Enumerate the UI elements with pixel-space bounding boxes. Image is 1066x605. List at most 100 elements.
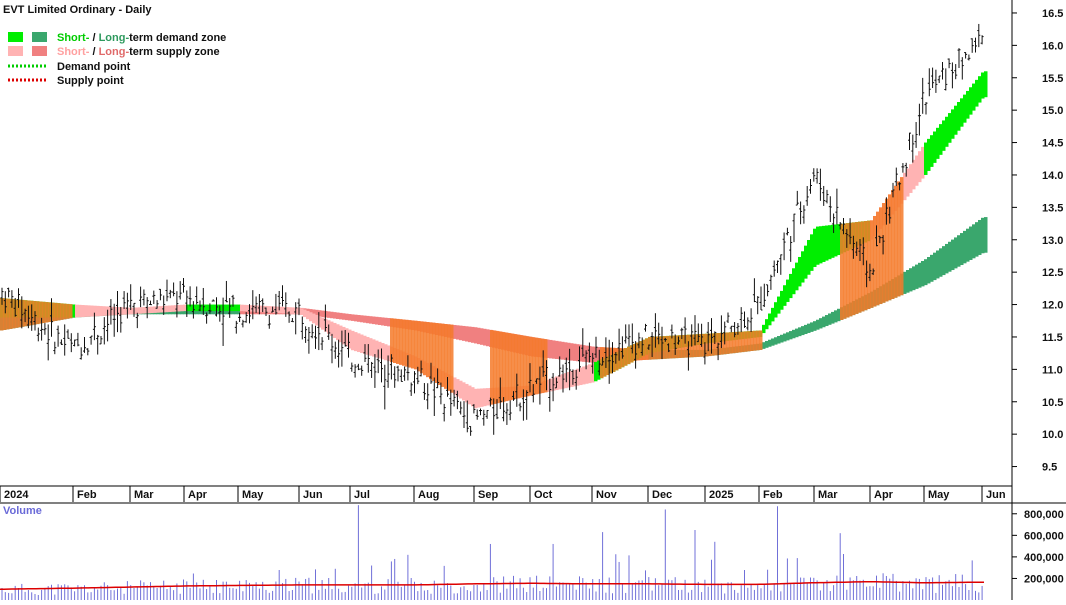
price-bar <box>231 294 235 307</box>
crossover-zone-strip <box>63 303 67 320</box>
price-bar <box>373 354 377 388</box>
price-bar <box>76 332 80 347</box>
long-term-zone-strip <box>351 314 355 321</box>
price-bar <box>947 58 951 69</box>
legend-supply-short-word: Short- <box>57 46 90 58</box>
price-bar <box>399 369 403 382</box>
short-term-zone-strip <box>936 127 940 159</box>
price-bar <box>908 132 911 150</box>
crossover-zone-strip <box>18 299 22 328</box>
long-term-zone-strip <box>582 345 586 362</box>
short-term-zone-strip <box>336 324 340 341</box>
long-term-zone-strip <box>330 311 334 319</box>
long-term-zone-strip <box>462 325 466 341</box>
long-term-zone-strip <box>372 316 376 325</box>
price-tick-label: 14.0 <box>1042 170 1063 182</box>
price-bar <box>40 317 44 341</box>
price-bar <box>158 288 162 301</box>
price-bar <box>261 298 265 313</box>
crossover-zone-strip <box>618 348 622 369</box>
short-term-zone-strip <box>480 388 484 407</box>
volume-tick-label: 200,000 <box>1024 573 1064 585</box>
short-term-zone-strip <box>300 308 304 315</box>
short-term-zone-strip <box>252 305 256 312</box>
price-bar <box>604 337 608 368</box>
price-bar <box>386 355 390 388</box>
long-term-zone-strip <box>807 323 811 333</box>
short-term-zone-strip <box>288 307 292 314</box>
crossover-zone-strip <box>600 347 604 379</box>
price-bar <box>376 349 380 374</box>
short-term-zone-strip <box>837 224 841 256</box>
price-bar <box>3 291 7 314</box>
price-bar <box>974 37 977 53</box>
crossover-zone-strip <box>493 330 497 404</box>
crossover-zone-strip <box>511 333 515 400</box>
short-term-zone-strip <box>810 234 814 271</box>
volume-bars-layer <box>1 505 983 600</box>
short-term-zone-strip <box>267 306 271 313</box>
price-bar <box>224 280 228 303</box>
price-bar <box>175 291 179 318</box>
price-bar <box>921 77 925 114</box>
short-term-zone-strip <box>87 305 91 317</box>
price-bar <box>13 297 17 317</box>
price-bar <box>89 335 93 345</box>
crossover-zone-strip <box>505 332 509 402</box>
price-bar <box>597 349 601 376</box>
price-bar <box>172 282 176 297</box>
price-bar <box>723 321 727 345</box>
price-bar <box>287 311 291 323</box>
legend-demand-slash: / <box>89 32 98 44</box>
long-term-zone-strip <box>579 344 583 362</box>
crossover-zone-strip <box>417 321 421 372</box>
price-bar <box>670 324 674 339</box>
price-bar <box>756 296 760 315</box>
short-term-zone-strip <box>360 334 364 353</box>
price-bar <box>66 329 70 339</box>
crossover-zone-strip <box>517 334 521 399</box>
long-term-zone-strip <box>465 326 469 342</box>
legend: Short- / Long-term demand zone Short- / … <box>8 32 226 87</box>
long-term-zone-strip <box>915 264 919 289</box>
price-bar <box>422 383 426 400</box>
price-bar <box>624 324 628 344</box>
price-bar <box>426 383 430 410</box>
crossover-zone-strip <box>708 333 712 357</box>
price-bar <box>759 286 763 311</box>
price-bar <box>954 64 958 80</box>
long-term-zone-strip <box>549 339 553 359</box>
price-bar <box>439 382 443 405</box>
crossover-zone-strip <box>69 304 73 319</box>
short-term-zone-strip <box>822 225 826 262</box>
price-bar <box>855 241 859 257</box>
price-tick-label: 11.5 <box>1042 332 1063 344</box>
price-bar <box>733 322 737 338</box>
crossover-zone-strip <box>48 302 52 322</box>
short-term-zone-strip <box>351 330 355 351</box>
price-bar <box>508 400 512 421</box>
crossover-zone-strip <box>21 299 25 327</box>
legend-short-demand-swatch <box>8 32 23 42</box>
price-bar <box>360 365 364 376</box>
price-bar <box>541 350 545 377</box>
short-term-zone-strip <box>579 367 583 386</box>
long-term-zone-strip <box>357 314 361 322</box>
short-term-zone-strip <box>318 316 322 328</box>
price-bar <box>710 318 713 354</box>
price-bar <box>469 425 473 436</box>
crossover-zone-strip <box>843 223 847 319</box>
long-term-zone-strip <box>831 311 835 324</box>
crossover-zone-strip <box>747 331 751 352</box>
price-bar <box>578 346 581 372</box>
short-term-zone-strip <box>240 304 244 312</box>
short-term-zone-strip <box>930 135 934 167</box>
price-bar <box>264 307 268 317</box>
price-bar <box>611 342 614 374</box>
price-bar <box>927 68 931 97</box>
crossover-zone-strip <box>402 319 406 366</box>
short-term-zone-strip <box>354 332 358 352</box>
short-term-zone-strip <box>168 305 172 312</box>
price-bar <box>366 344 370 373</box>
